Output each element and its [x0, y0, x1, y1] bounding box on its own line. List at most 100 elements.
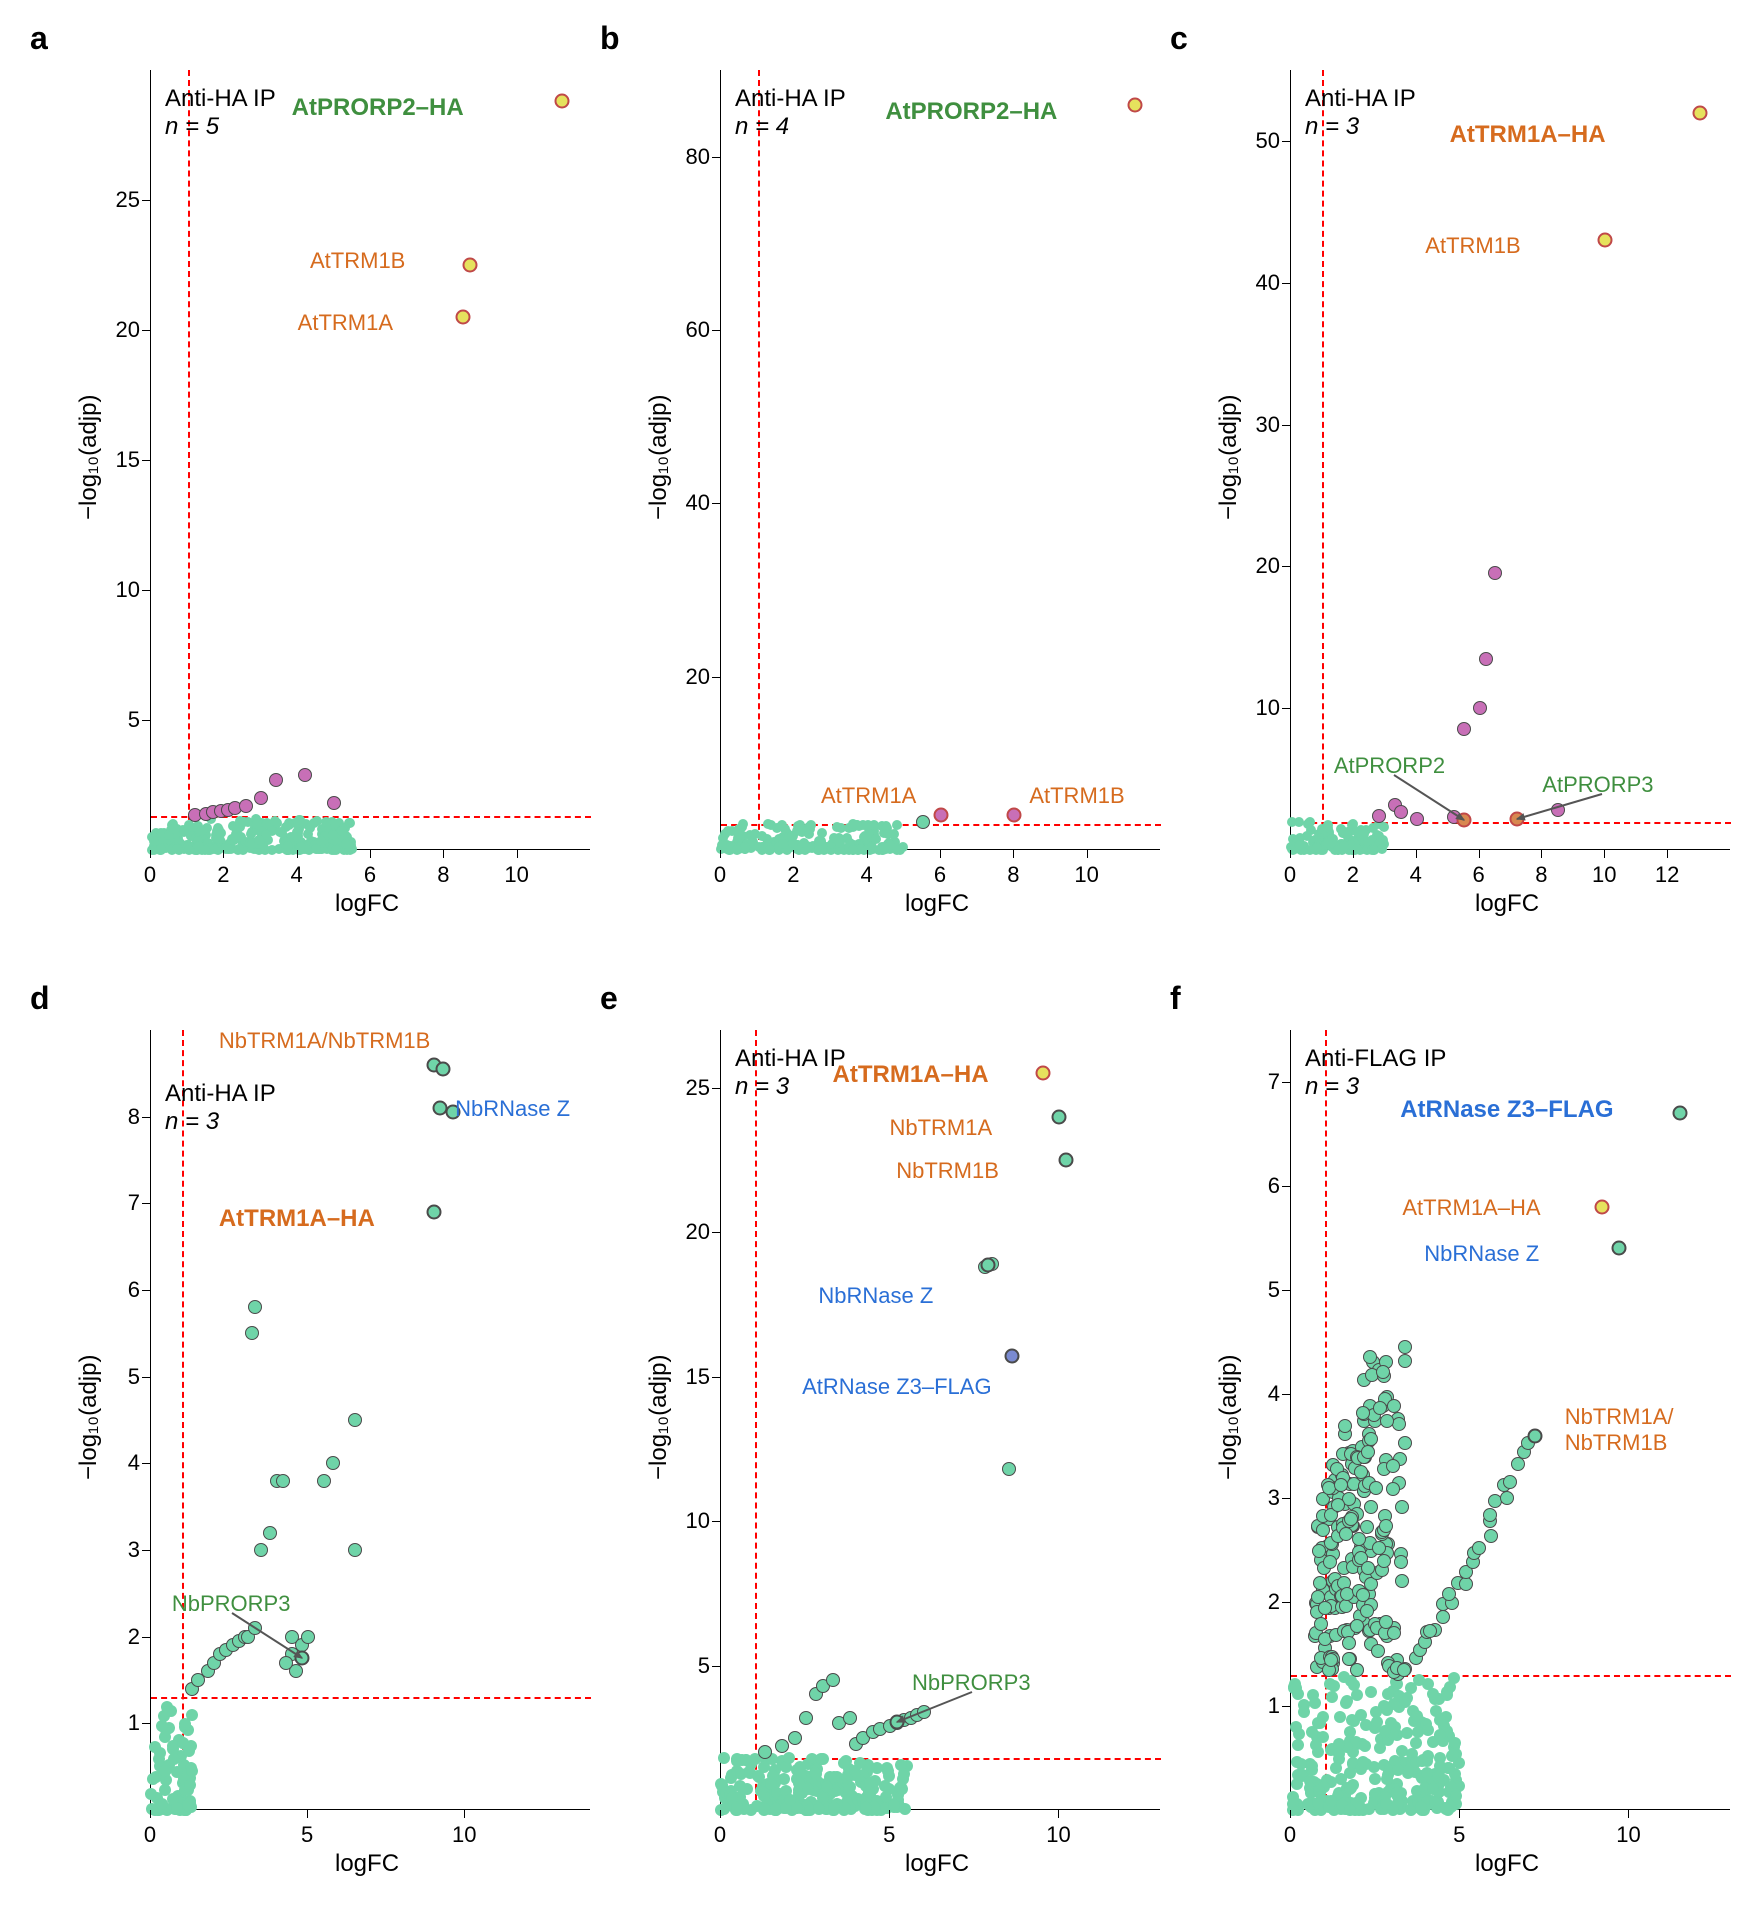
point-AtRNaseZ3-FLAG	[1005, 1349, 1020, 1364]
ytickmark	[142, 330, 150, 331]
xtick-label: 0	[144, 862, 156, 888]
point-sig	[788, 1731, 802, 1745]
point-sig	[239, 799, 253, 813]
label-AtTRM1A: AtTRM1A	[821, 783, 916, 809]
point-AtTRM1B	[1007, 808, 1022, 823]
xtickmark	[1541, 850, 1542, 858]
point-nonsig	[754, 842, 764, 852]
point-nonsig	[186, 1765, 198, 1777]
ytick-label: 1	[1245, 1693, 1280, 1719]
point-nonsig	[194, 841, 204, 851]
xtick-label: 10	[1616, 1822, 1640, 1848]
xtickmark	[1290, 850, 1291, 858]
point-nonsig	[309, 818, 319, 828]
xtick-label: 8	[1007, 862, 1019, 888]
point-sig	[1363, 1350, 1377, 1364]
ytickmark	[1282, 1082, 1290, 1083]
point-sig	[1473, 701, 1487, 715]
point-nonsig	[1359, 1740, 1371, 1752]
point-nonsig	[806, 820, 816, 830]
ytickmark	[142, 1203, 150, 1204]
ytick-label: 10	[1245, 695, 1280, 721]
xtickmark	[307, 1810, 308, 1818]
point-nonsig	[1348, 819, 1358, 829]
point-nonsig	[212, 826, 222, 836]
point-sig	[1387, 1399, 1401, 1413]
point-nonsig	[1381, 1704, 1393, 1716]
xtick-label: 2	[217, 862, 229, 888]
point-nonsig	[284, 820, 294, 830]
label-AtTRM1A-HA: AtTRM1A–HA	[833, 1061, 989, 1089]
xtickmark	[1013, 850, 1014, 858]
ytickmark	[142, 460, 150, 461]
ytick-label: 50	[1245, 128, 1280, 154]
ytickmark	[712, 677, 720, 678]
point-nonsig	[829, 833, 839, 843]
point-sig	[1373, 1401, 1387, 1415]
point-NbRNaseZ	[1612, 1241, 1627, 1256]
panel-b: bAtPRORP2–HAAtTRM1AAtTRM1B02468102040608…	[600, 10, 1150, 930]
point-nonsig	[848, 819, 858, 829]
ytick-label: 7	[1245, 1069, 1280, 1095]
point-AtTRM1A	[455, 310, 470, 325]
point-nonsig	[1313, 1785, 1325, 1797]
ytick-label: 20	[675, 664, 710, 690]
label-AtPRORP2-HA: AtPRORP2–HA	[885, 98, 1057, 126]
point-nonsig	[156, 844, 166, 854]
ylabel: −log₁₀(adjp)	[645, 395, 673, 520]
point-nonsig	[1422, 1724, 1434, 1736]
ytickmark	[1282, 1706, 1290, 1707]
point-nonsig	[799, 838, 809, 848]
point-nonsig	[1341, 1695, 1353, 1707]
point-nonsig	[1415, 1801, 1427, 1813]
ytick-label: 80	[675, 144, 710, 170]
point-nonsig	[1292, 1739, 1304, 1751]
point-nonsig	[167, 1793, 179, 1805]
ytickmark	[142, 590, 150, 591]
point-nonsig	[1357, 1756, 1369, 1768]
label-AtTRM1A: AtTRM1A	[298, 310, 393, 336]
point-nonsig	[1291, 1756, 1303, 1768]
point-nonsig	[1317, 1731, 1329, 1743]
label-NbTRM1B: NbTRM1B	[896, 1158, 999, 1184]
ylabel: −log₁₀(adjp)	[1215, 395, 1243, 520]
point-sig	[1488, 566, 1502, 580]
ytickmark	[712, 1377, 720, 1378]
point-nonsig	[793, 821, 803, 831]
info-ip: Anti-HA IP	[735, 1045, 846, 1073]
panel-letter-a: a	[30, 20, 48, 57]
point-sig	[843, 1711, 857, 1725]
xtickmark	[1087, 850, 1088, 858]
point-nonsig	[270, 816, 280, 826]
point-nonsig	[718, 1752, 730, 1764]
xlabel: logFC	[905, 1850, 969, 1878]
point-nonsig	[179, 1718, 191, 1730]
plot-f: AtRNase Z3–FLAGAtTRM1A–HANbRNase ZNbTRM1…	[1290, 1030, 1730, 1810]
point-sig	[348, 1543, 362, 1557]
point-nonsig	[1380, 1798, 1392, 1810]
point-sig	[1350, 1663, 1364, 1677]
xtick-label: 12	[1655, 862, 1679, 888]
point-sig	[916, 815, 930, 829]
xtick-label: 0	[714, 1822, 726, 1848]
xtickmark	[464, 1810, 465, 1818]
xtickmark	[1459, 1810, 1460, 1818]
panel-c: cAtTRM1A–HAAtTRM1BAtPRORP2AtPRORP3024681…	[1170, 10, 1720, 930]
point-sig	[298, 768, 312, 782]
xtickmark	[889, 1810, 890, 1818]
ytick-label: 40	[675, 490, 710, 516]
point-nonsig	[1371, 1716, 1383, 1728]
label-AtPRORP2-HA: AtPRORP2–HA	[292, 94, 464, 122]
ytick-label: 2	[1245, 1589, 1280, 1615]
panel-letter-c: c	[1170, 20, 1188, 57]
ytickmark	[712, 1666, 720, 1667]
panel-letter-e: e	[600, 980, 618, 1017]
point-nonsig	[1344, 1767, 1356, 1779]
point-nonsig	[1330, 1762, 1342, 1774]
point-nonsig	[1447, 1749, 1459, 1761]
point-nonsig	[1374, 1742, 1386, 1754]
point-nonsig	[1344, 1804, 1356, 1816]
point-nonsig	[1323, 838, 1333, 848]
point-nonsig	[341, 839, 351, 849]
point-nonsig	[1298, 1706, 1310, 1718]
